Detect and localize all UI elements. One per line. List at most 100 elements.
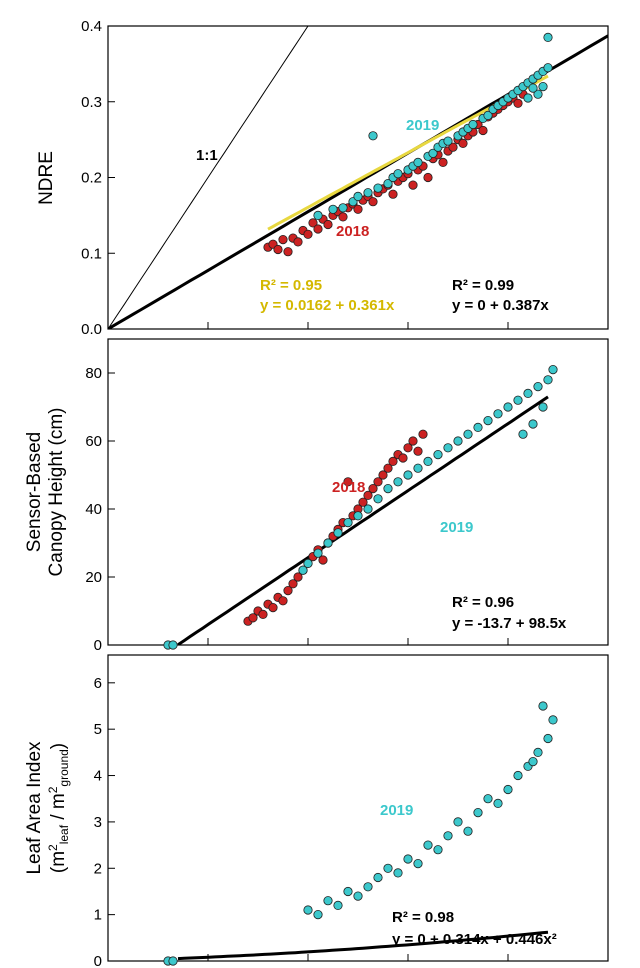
- point-2019: [483, 110, 493, 121]
- point-2019: [383, 863, 393, 873]
- point-2019: [513, 770, 523, 781]
- point-2018: [513, 98, 523, 108]
- eq-fit-label: y = 0 + 0.387x: [452, 297, 549, 314]
- point-2019: [323, 538, 333, 548]
- point-2019: [393, 169, 403, 179]
- y-tick-label: 40: [85, 501, 102, 518]
- point-2018: [308, 218, 318, 228]
- point-2018: [378, 470, 388, 480]
- point-2019: [303, 558, 313, 569]
- y-tick-label: 1: [94, 907, 102, 924]
- point-2019: [538, 402, 548, 412]
- y-tick-label: 0.4: [81, 18, 102, 35]
- point-2018: [313, 224, 323, 234]
- point-2019: [483, 415, 493, 426]
- r2-fit-label: R² = 0.99: [452, 277, 514, 294]
- point-2019: [323, 896, 333, 906]
- point-2018: [458, 138, 468, 148]
- point-2019: [413, 858, 423, 869]
- point-2018: [323, 219, 333, 230]
- point-2019: [373, 183, 383, 193]
- svg-text:Leaf Area Index: Leaf Area Index: [24, 741, 45, 875]
- r2-label: R² = 0.98: [392, 909, 454, 926]
- plot-frame: [107, 654, 609, 962]
- y-tick-label: 0: [94, 953, 102, 968]
- y-axis-title-line2: Canopy Height (cm): [46, 408, 67, 577]
- point-2019: [333, 900, 343, 911]
- point-2019: [523, 93, 533, 103]
- point-2018: [368, 197, 378, 207]
- y-tick-label: 80: [85, 365, 102, 382]
- point-2019: [313, 909, 323, 920]
- ndre-points: [263, 32, 553, 257]
- height-points: [163, 364, 558, 650]
- point-2019: [543, 375, 553, 385]
- y-axis-title-line1: Sensor-Based: [24, 432, 45, 552]
- plot-frame: [107, 338, 609, 646]
- point-2019: [433, 449, 443, 460]
- point-2019: [528, 419, 538, 429]
- point-2019: [533, 747, 543, 758]
- point-2018: [413, 446, 423, 456]
- r2-2018-label: R² = 0.95: [260, 277, 322, 294]
- point-2018: [408, 436, 418, 446]
- point-2019: [523, 388, 533, 398]
- point-2019: [328, 204, 338, 214]
- y-tick-label: 0.3: [81, 94, 102, 111]
- point-2019: [493, 798, 503, 809]
- point-2018: [478, 125, 488, 136]
- ndre-panel: NDRE 0.0 0.1 0.2 0.3 0.4 1:1 2019 2018 R² = …: [36, 18, 609, 338]
- ndre-lines: [108, 26, 608, 329]
- y-tick-label: 20: [85, 569, 102, 586]
- r2-label: R² = 0.96: [452, 594, 514, 611]
- point-2019: [483, 794, 493, 804]
- canopy-height-panel: Sensor-Based Canopy Height (cm) 0 20 40 60 8…: [24, 338, 609, 654]
- y-tick-label: 60: [85, 433, 102, 450]
- point-2019: [168, 956, 178, 966]
- point-2018: [403, 443, 413, 453]
- point-2018: [303, 229, 313, 239]
- point-2019: [493, 409, 503, 419]
- eq-label: y = -13.7 + 98.5x: [452, 615, 567, 632]
- point-2019: [363, 882, 373, 892]
- point-2019: [518, 429, 528, 439]
- lai-points: [163, 701, 558, 966]
- label-2018: 2018: [332, 479, 365, 496]
- point-2018: [438, 157, 448, 167]
- point-2019: [313, 548, 323, 558]
- point-2019: [363, 504, 373, 514]
- point-2019: [393, 868, 403, 878]
- point-2019: [383, 483, 393, 494]
- label-2019: 2019: [406, 117, 439, 134]
- point-2018: [388, 456, 398, 466]
- point-2019: [168, 640, 178, 650]
- point-2019: [368, 131, 378, 141]
- point-2018: [418, 429, 428, 439]
- point-2019: [373, 494, 383, 504]
- point-2018: [343, 477, 353, 487]
- point-2018: [273, 244, 283, 255]
- y-tick-label: 0: [94, 637, 102, 654]
- point-2019: [403, 854, 413, 864]
- point-2019: [538, 701, 548, 711]
- point-2019: [373, 872, 383, 883]
- y-axis-title: NDRE: [36, 151, 57, 205]
- point-2019: [468, 119, 478, 130]
- point-2019: [443, 443, 453, 453]
- point-2019: [428, 148, 438, 158]
- point-2019: [433, 845, 443, 855]
- y-tick-label: 4: [94, 768, 102, 785]
- point-2018: [423, 172, 433, 183]
- line-fit: [177, 395, 549, 645]
- point-2019: [413, 463, 423, 473]
- point-2019: [423, 840, 433, 850]
- point-2018: [293, 237, 303, 247]
- svg-text:(m2leaf / m2ground): (m2leaf / m2ground): [46, 743, 71, 873]
- point-2019: [453, 436, 463, 446]
- label-2019: 2019: [440, 519, 473, 536]
- point-2019: [533, 381, 543, 392]
- point-2018: [288, 579, 298, 589]
- point-2019: [443, 136, 453, 146]
- point-2019: [548, 364, 558, 375]
